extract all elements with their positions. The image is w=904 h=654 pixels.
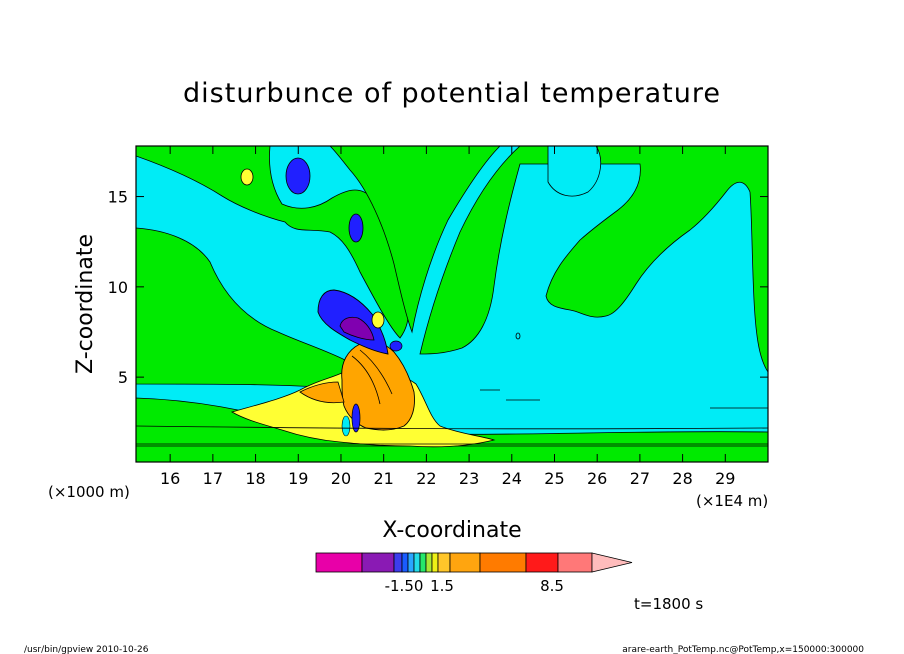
cyan-streak-lower <box>341 415 351 437</box>
y-axis: 5 10 15 <box>108 188 768 387</box>
footer-left: /usr/bin/gpview 2010-10-26 <box>24 645 149 654</box>
colorbar-segment <box>431 552 439 573</box>
x-axis-label: X-coordinate <box>382 518 521 543</box>
colorbar-segment <box>449 552 481 573</box>
contour-line <box>136 425 768 430</box>
x-tick-label: 27 <box>630 469 650 488</box>
blue-blob-mid <box>348 213 364 243</box>
x-tick-label: 18 <box>245 469 265 488</box>
colorbar-tick-label: -1.50 <box>385 577 424 595</box>
plot-frame <box>135 145 769 463</box>
x-axis: 16 17 18 19 20 21 22 23 24 25 26 27 28 29 <box>160 146 735 488</box>
green-region-right <box>419 146 768 373</box>
contour-dot <box>515 332 521 340</box>
x-tick-label: 20 <box>331 469 351 488</box>
y-axis-label: Z-coordinate <box>73 234 98 374</box>
contour-line <box>359 349 393 395</box>
blue-blob-top <box>285 157 311 195</box>
green-plume-upper <box>136 146 409 339</box>
x-tick-label: 28 <box>672 469 692 488</box>
footer-right: arare-earth_PotTemp.nc@PotTemp,x=150000:… <box>622 645 864 654</box>
yellow-blob-mid <box>371 311 385 329</box>
colorbar-arrow <box>591 552 633 573</box>
blue-streak-lower <box>351 403 361 433</box>
green-band-bottom <box>136 445 768 462</box>
x-tick-label: 26 <box>587 469 607 488</box>
x-tick-label: 29 <box>715 469 735 488</box>
x-tick-label: 23 <box>459 469 479 488</box>
cyan-bubble-top-right <box>547 146 602 197</box>
colorbar-segment <box>419 552 427 573</box>
colorbar-segment <box>407 552 415 573</box>
colorbar-segment <box>557 552 593 573</box>
yellow-blob-top <box>240 168 254 186</box>
contour-fill <box>136 146 768 462</box>
purple-core <box>339 316 375 341</box>
colorbar-segment <box>525 552 559 573</box>
x-tick-label: 25 <box>544 469 564 488</box>
colorbar-segment <box>393 552 403 573</box>
y-tick-label: 10 <box>108 278 128 297</box>
colorbar-segment <box>425 552 433 573</box>
colorbar-segment <box>361 552 395 573</box>
colorbar-segment <box>413 552 421 573</box>
orange-tongue <box>299 381 345 404</box>
x-scale-note: (×1E4 m) <box>696 492 768 510</box>
x-tick-label: 19 <box>288 469 308 488</box>
x-tick-label: 22 <box>416 469 436 488</box>
chart-title: disturbunce of potential temperature <box>183 78 721 109</box>
colorbar-segment <box>401 552 409 573</box>
colorbar <box>315 552 633 573</box>
time-label: t=1800 s <box>634 595 703 613</box>
green-plume-upper-2 <box>329 146 501 334</box>
x-tick-label: 17 <box>203 469 223 488</box>
y-tick-label: 15 <box>108 188 128 207</box>
colorbar-tick-label: 8.5 <box>540 577 564 595</box>
y-tick-label: 5 <box>118 368 128 387</box>
contour-line <box>351 355 381 405</box>
colorbar-segment <box>479 552 527 573</box>
green-region-left <box>136 227 361 391</box>
colorbar-segment <box>437 552 451 573</box>
colorbar-ticks: -1.50 1.5 8.5 <box>385 577 564 595</box>
x-tick-label: 21 <box>373 469 393 488</box>
contour-line <box>480 389 540 401</box>
x-tick-label: 24 <box>502 469 522 488</box>
colorbar-segment <box>315 552 363 573</box>
y-scale-note: (×1000 m) <box>48 483 130 501</box>
colorbar-tick-label: 1.5 <box>430 577 454 595</box>
blue-blob-small <box>389 340 403 352</box>
plot-area <box>135 145 769 463</box>
x-tick-label: 16 <box>160 469 180 488</box>
